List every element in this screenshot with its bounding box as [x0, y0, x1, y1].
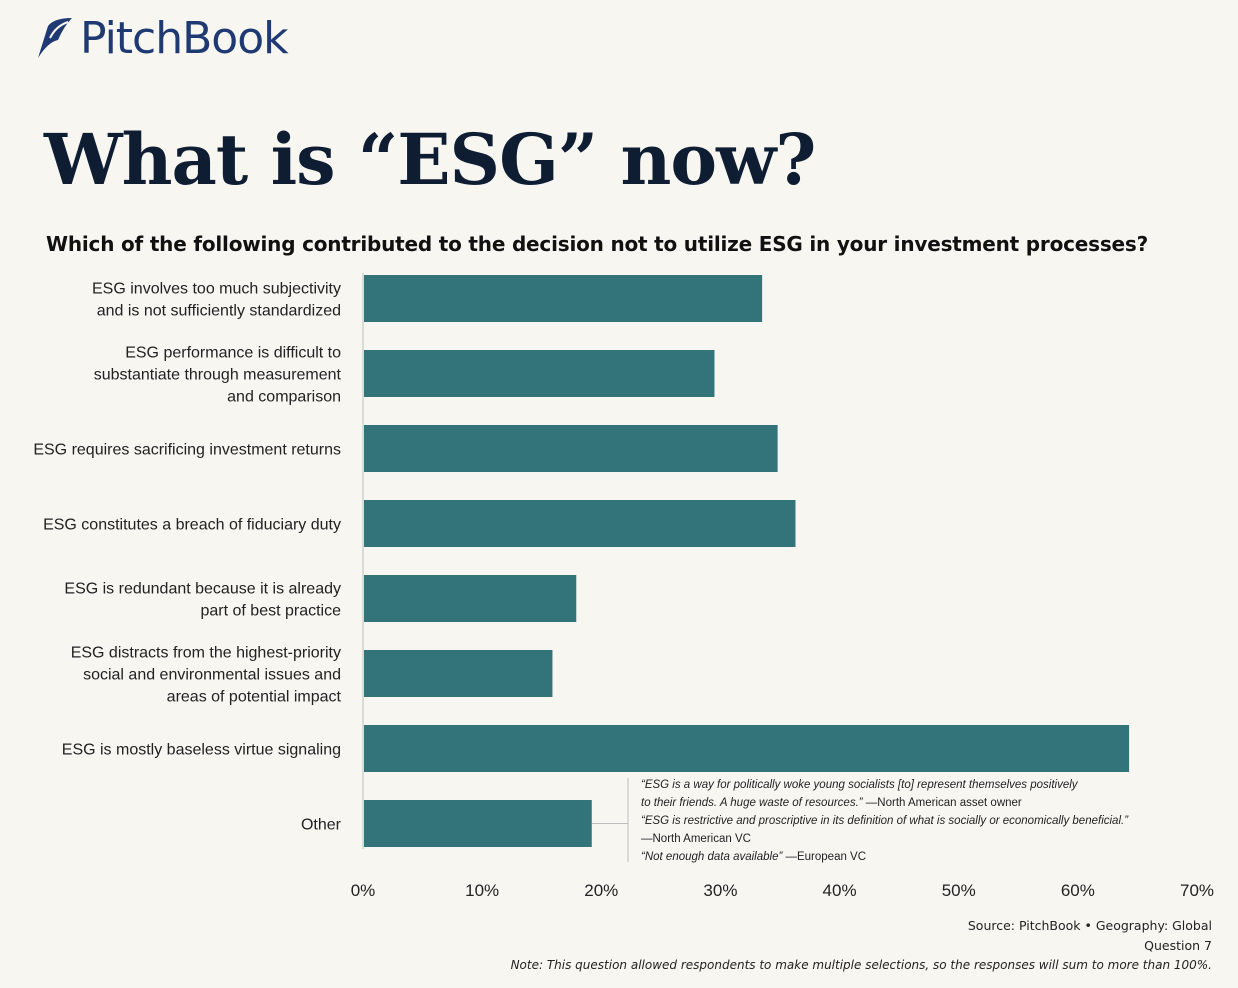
- question-number: Question 7: [1144, 938, 1212, 953]
- annotation-segment: —North American asset owner: [862, 797, 1022, 809]
- category-label: ESG is mostly baseless virtue signaling: [62, 742, 341, 759]
- category-label: ESG involves too much subjectivity and is…: [92, 281, 341, 320]
- chart-title: Which of the following contributed to th…: [46, 232, 1149, 256]
- source-text: Source: PitchBook • Geography: Global: [967, 918, 1212, 933]
- category-label: ESG requires sacrificing investment retu…: [33, 442, 341, 459]
- category-label-line: ESG distracts from the highest-priority: [71, 645, 341, 662]
- annotation-line: —North American VC: [641, 830, 1201, 848]
- category-label-line: and comparison: [227, 389, 341, 406]
- category-label-line: ESG requires sacrificing investment retu…: [33, 442, 341, 459]
- category-label: ESG constitutes a breach of fiduciary du…: [43, 517, 341, 534]
- bar-0: [364, 275, 763, 322]
- x-tick-label: 40%: [823, 881, 857, 900]
- bar-7: [364, 800, 592, 847]
- bar-2: [364, 425, 778, 472]
- annotation-segment: to their friends. A huge waste of resour…: [641, 797, 863, 809]
- category-label-line: areas of potential impact: [167, 689, 342, 706]
- category-label-line: ESG involves too much subjectivity: [92, 281, 341, 298]
- bar-3: [364, 500, 796, 547]
- footnote: Note: This question allowed respondents …: [510, 958, 1212, 972]
- bar-6: [364, 725, 1130, 772]
- category-label-line: ESG performance is difficult to: [125, 345, 341, 362]
- brand-name: PitchBook: [80, 12, 289, 64]
- category-label-line: substantiate through measurement: [94, 367, 342, 384]
- category-label-line: ESG is redundant because it is already: [64, 581, 341, 598]
- bar-1: [364, 350, 715, 397]
- annotation-segment: “ESG is a way for politically woke young…: [641, 779, 1078, 791]
- category-label-line: social and environmental issues and: [83, 667, 341, 684]
- brand-logo: PitchBook: [34, 10, 289, 66]
- annotation-line: “Not enough data available” —European VC: [641, 848, 1201, 866]
- category-label-line: ESG constitutes a breach of fiduciary du…: [43, 517, 341, 534]
- annotation-segment: “ESG is restrictive and proscriptive in …: [641, 815, 1129, 827]
- x-tick-label: 30%: [703, 881, 737, 900]
- annotation-segment: “Not enough data available”: [641, 851, 783, 863]
- category-label: Other: [301, 817, 342, 834]
- category-label-line: and is not sufficiently standardized: [97, 303, 341, 320]
- x-tick-label: 0%: [351, 881, 376, 900]
- bar-5: [364, 650, 553, 697]
- category-label-line: ESG is mostly baseless virtue signaling: [62, 742, 341, 759]
- x-tick-label: 20%: [584, 881, 618, 900]
- category-label: ESG is redundant because it is already pa…: [64, 581, 341, 620]
- pitchbook-logo-icon: [38, 18, 72, 58]
- category-label: ESG performance is difficult to substanti…: [94, 345, 342, 406]
- annotation-segment: —North American VC: [641, 833, 751, 845]
- x-tick-label: 10%: [465, 881, 499, 900]
- page-title: What is “ESG” now?: [44, 118, 816, 201]
- annotation-line: “ESG is a way for politically woke young…: [641, 776, 1201, 794]
- category-label-line: part of best practice: [200, 603, 341, 620]
- annotation-segment: —European VC: [782, 851, 867, 863]
- x-tick-label: 50%: [942, 881, 976, 900]
- category-label-line: Other: [301, 817, 342, 834]
- x-tick-label: 70%: [1180, 881, 1214, 900]
- annotation-line: to their friends. A huge waste of resour…: [641, 794, 1201, 812]
- x-tick-label: 60%: [1061, 881, 1095, 900]
- category-label: ESG distracts from the highest-priority s…: [71, 645, 342, 706]
- annotation-line: “ESG is restrictive and proscriptive in …: [641, 812, 1201, 830]
- other-responses-annotation: “ESG is a way for politically woke young…: [641, 776, 1201, 866]
- bar-4: [364, 575, 577, 622]
